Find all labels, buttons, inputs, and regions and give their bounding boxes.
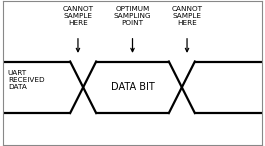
Text: CANNOT
SAMPLE
HERE: CANNOT SAMPLE HERE xyxy=(171,6,202,26)
Text: OPTIMUM
SAMPLING
POINT: OPTIMUM SAMPLING POINT xyxy=(114,6,151,26)
Text: UART
RECEIVED
DATA: UART RECEIVED DATA xyxy=(8,70,45,90)
Text: CANNOT
SAMPLE
HERE: CANNOT SAMPLE HERE xyxy=(63,6,94,26)
Text: DATA BIT: DATA BIT xyxy=(111,82,154,92)
